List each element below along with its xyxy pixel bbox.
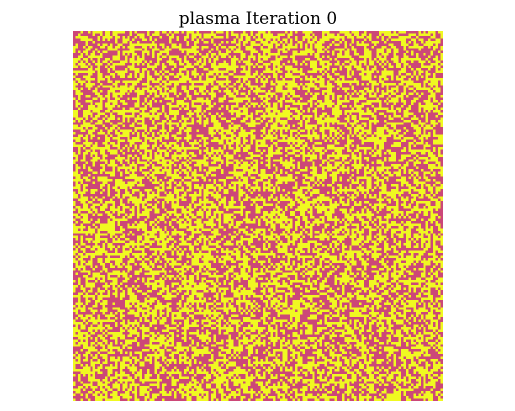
grid-cells-state-1 <box>73 31 443 401</box>
grid-heatmap <box>73 31 443 401</box>
chart-title: plasma Iteration 0 <box>179 9 337 29</box>
